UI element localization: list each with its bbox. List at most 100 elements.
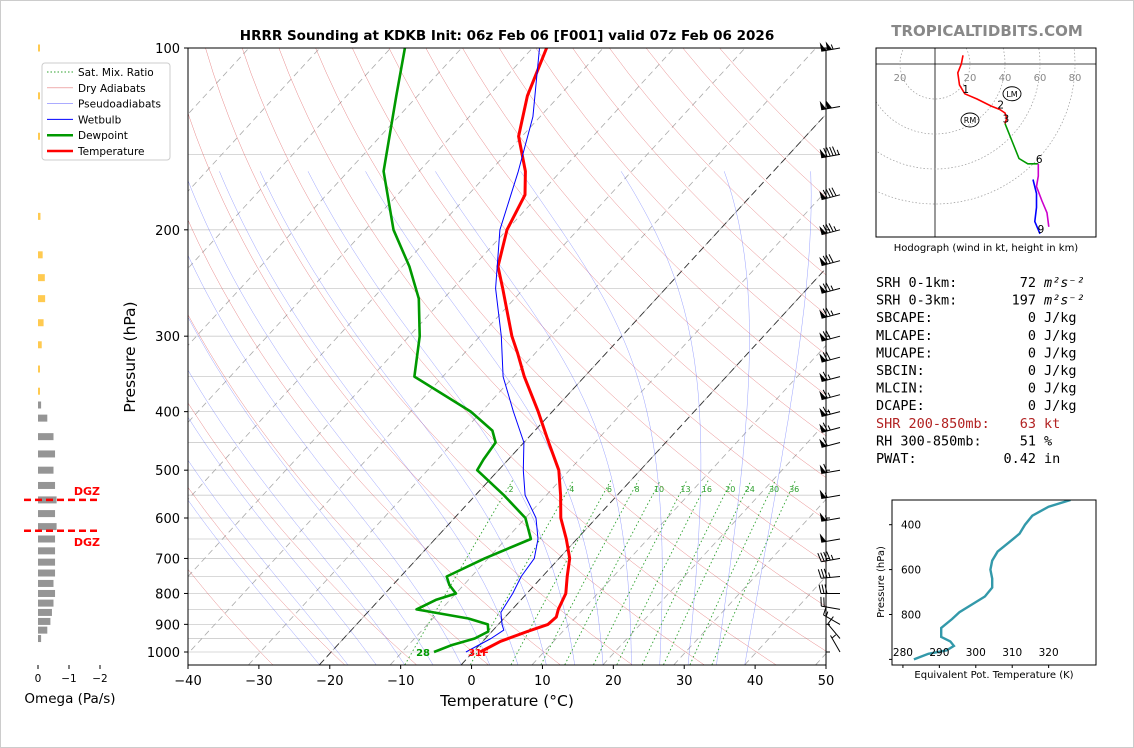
- wind-barb-half: [828, 572, 831, 578]
- pseudoadiabat-line: [188, 254, 462, 665]
- x-tick-label: 10: [534, 674, 551, 689]
- wind-barb: [820, 596, 841, 610]
- y-tick-label: 1000: [147, 646, 180, 661]
- index-value: 63: [1020, 416, 1036, 432]
- hodograph-frame: [875, 47, 1097, 238]
- dgz-label: DGZ: [74, 485, 100, 498]
- hodograph-height-label: 1: [962, 84, 969, 96]
- wind-barb-full: [825, 188, 831, 198]
- wind-barb-flag: [819, 533, 827, 543]
- omega-x-tick-label: −2: [92, 673, 107, 685]
- wind-barb-full: [829, 146, 834, 156]
- wind-barb-flag: [819, 372, 827, 382]
- hodograph-height-label: 9: [1038, 224, 1045, 236]
- wind-barb-half: [830, 554, 834, 560]
- skewt-profiles: 28 31F: [382, 48, 572, 659]
- index-unit: J/kg: [1044, 398, 1077, 414]
- y-tick-label: 100: [155, 42, 180, 57]
- wind-barb-half: [827, 409, 831, 415]
- mixing-ratio-line: [404, 480, 513, 665]
- wind-barb-full: [825, 223, 831, 233]
- wind-barb-full: [817, 569, 822, 579]
- wind-barb: [819, 282, 841, 294]
- mixing-ratio-label: 24: [745, 485, 755, 494]
- legend-label: Dry Adiabats: [78, 83, 146, 95]
- index-label: SRH 0-1km:: [876, 275, 957, 291]
- dry-adiabat-line: [188, 486, 345, 665]
- wind-barb: [818, 584, 840, 594]
- pseudoadiabat-line: [307, 171, 575, 665]
- pseudoadiabat-line: [188, 416, 377, 665]
- hodograph-segment: [1035, 163, 1050, 227]
- wind-barb-full: [820, 568, 825, 579]
- wind-barb: [819, 533, 841, 543]
- isotherm-line: [188, 48, 746, 655]
- wind-barb-full: [820, 552, 825, 562]
- wind-barb: [823, 605, 841, 625]
- wind-barb: [819, 307, 841, 319]
- wind-barb: [819, 223, 841, 236]
- wind-barb-half: [830, 44, 834, 50]
- wind-barb: [819, 406, 841, 417]
- wind-barb-full: [822, 371, 828, 381]
- omega-bar: [38, 274, 45, 282]
- wind-barb-half: [833, 226, 837, 232]
- theta-e-x-tick-label: 300: [966, 647, 986, 659]
- wind-barb-full: [822, 189, 828, 199]
- x-axis-label: Temperature (°C): [439, 692, 574, 710]
- wind-barb-staff: [827, 623, 841, 639]
- y-tick-label: 200: [155, 224, 180, 239]
- wind-barb-half: [827, 374, 831, 380]
- wind-barb-flag: [819, 100, 827, 110]
- wind-barbs: [817, 41, 841, 653]
- omega-bar: [38, 510, 56, 518]
- wind-barb-full: [825, 254, 831, 264]
- theta-e-axes: 280 290 300 310 320 400 600 800: [889, 520, 1059, 668]
- mixing-ratio-line: [616, 480, 709, 665]
- omega-bar: [38, 401, 42, 409]
- wind-barb: [819, 422, 841, 433]
- index-label: PWAT:: [876, 451, 917, 467]
- hodograph-ring-label: 60: [1034, 73, 1047, 84]
- wind-barb-full: [822, 308, 828, 318]
- omega-bar: [38, 523, 57, 531]
- omega-bar: [38, 579, 54, 587]
- wind-barb-staff: [821, 557, 841, 563]
- mixing-ratio-label: 36: [789, 485, 799, 494]
- wind-barb-flag: [819, 407, 827, 417]
- dry-adiabat-line: [388, 48, 826, 521]
- wind-barb: [819, 371, 841, 382]
- mixing-ratio-label: 20: [725, 485, 735, 494]
- wind-barb-staff: [821, 538, 841, 543]
- hodograph-ring-label: 20: [894, 73, 907, 84]
- wind-barb-half: [827, 392, 831, 398]
- isotherm-line: [815, 653, 826, 665]
- wind-barb-full: [828, 188, 834, 197]
- legend-label: Wetbulb: [78, 114, 122, 126]
- wind-barb: [819, 351, 841, 363]
- wind-barb-flag: [819, 42, 827, 52]
- wind-barb-full: [825, 330, 831, 340]
- index-unit: J/kg: [1044, 328, 1077, 344]
- x-tick-label: 50: [818, 674, 835, 689]
- index-value: 0: [1028, 398, 1036, 414]
- index-label: SHR 200-850mb:: [876, 416, 990, 432]
- omega-bar: [38, 589, 56, 597]
- wind-barb-flag: [819, 256, 827, 266]
- theta-e-y-tick-label: 600: [901, 565, 921, 577]
- dry-adiabat-line: [572, 48, 826, 315]
- pseudoadiabat-line: [435, 171, 632, 665]
- index-value: 0: [1028, 381, 1036, 397]
- hodograph-ring: [876, 48, 1041, 170]
- wind-barb-full: [826, 551, 831, 561]
- theta-e-y-label: Pressure (hPa): [876, 546, 887, 618]
- index-unit: m²s⁻²: [1043, 293, 1085, 309]
- dry-adiabat-line: [188, 219, 561, 665]
- wind-barb: [830, 634, 841, 653]
- wind-barb: [819, 99, 841, 111]
- mixing-ratio-line: [470, 480, 574, 665]
- y-tick-label: 700: [155, 552, 180, 567]
- legend-label: Sat. Mix. Ratio: [78, 67, 154, 79]
- hodograph-ring-label: 20: [964, 73, 977, 84]
